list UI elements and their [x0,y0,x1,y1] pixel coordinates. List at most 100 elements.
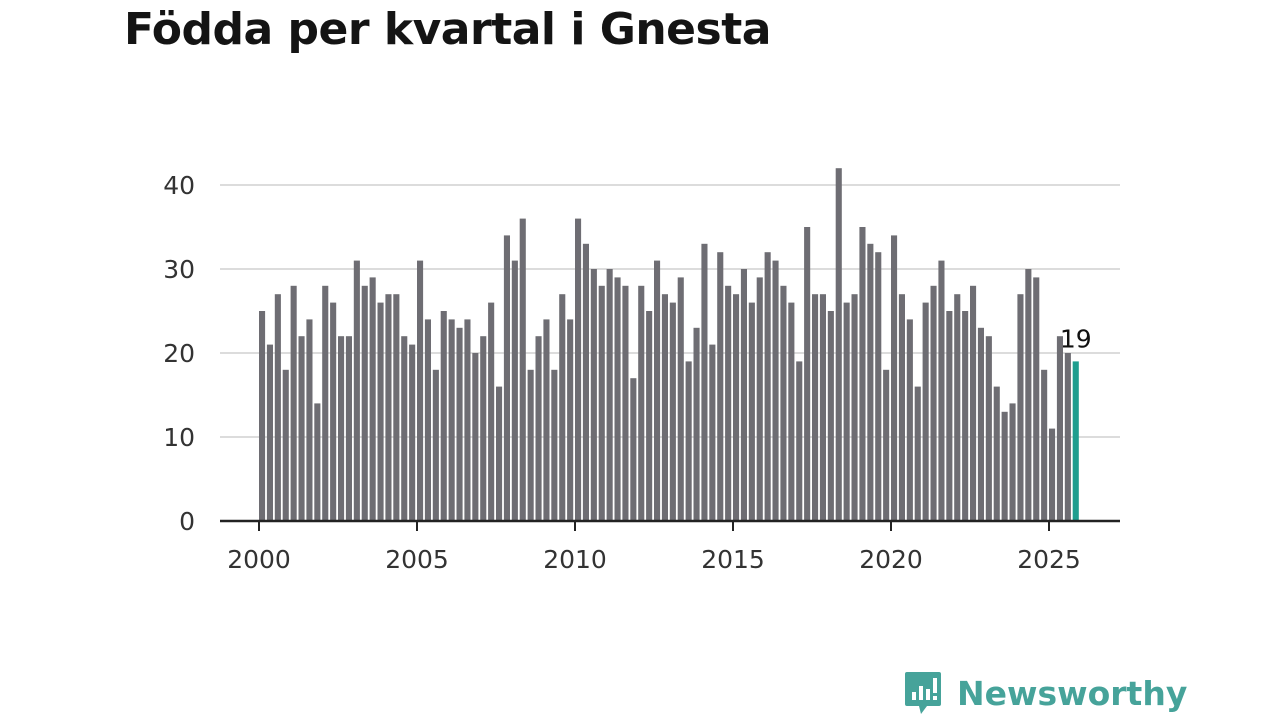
bar [1049,428,1056,521]
highlighted-bar [1072,361,1079,521]
bar [322,285,329,521]
bar [756,277,763,521]
bar [543,319,550,521]
bar [401,336,408,521]
bar [1064,353,1071,521]
bar [432,369,439,521]
bar [851,294,858,521]
bar [567,319,574,521]
brand-name: Newsworthy [957,673,1188,713]
bar [1056,336,1063,521]
bar [472,353,479,521]
x-tick-label: 2020 [859,545,923,574]
newsworthy-logo: Newsworthy [903,670,1187,716]
bar [1041,369,1048,521]
bar [353,260,360,521]
last-value-label: 19 [1060,324,1092,353]
bar [867,243,874,522]
bar [488,302,495,521]
bar [693,327,700,521]
bar [796,361,803,521]
bar [330,302,337,521]
bar [614,277,621,521]
bar [519,218,526,521]
bar [266,344,273,521]
bar [409,344,416,521]
bar [527,369,534,521]
newsworthy-logo-icon [905,672,941,714]
bar [859,227,866,521]
bar [922,302,929,521]
bar [654,260,661,521]
bar [630,378,637,521]
bar [717,252,724,521]
bar [788,302,795,521]
bar [298,336,305,521]
bar [748,302,755,521]
bar [575,218,582,521]
bar [685,361,692,521]
bar [661,294,668,521]
bar [1025,269,1032,521]
bar [906,319,913,521]
bar [938,260,945,521]
bar [740,269,747,521]
bar [772,260,779,521]
bar [764,252,771,521]
bar [1033,277,1040,521]
bar [582,243,589,522]
bar [551,369,558,521]
bar [1017,294,1024,521]
x-tick-label: 2010 [543,545,607,574]
bar [646,311,653,521]
bar [417,260,424,521]
bar [804,227,811,521]
y-tick-label: 10 [163,423,195,452]
bar [883,369,890,521]
bar [590,269,597,521]
bar [638,285,645,521]
bar [898,294,905,521]
y-tick-label: 30 [163,255,195,284]
bar [511,260,518,521]
y-tick-label: 0 [179,507,195,536]
bar [480,336,487,521]
y-tick-label: 20 [163,339,195,368]
bar [875,252,882,521]
bar [274,294,281,521]
bar [970,285,977,521]
bar [282,369,289,521]
bar [535,336,542,521]
bar [598,285,605,521]
bar [385,294,392,521]
x-tick-label: 2000 [227,545,291,574]
bar [819,294,826,521]
bar [891,235,898,521]
bar [843,302,850,521]
x-tick-label: 2005 [385,545,449,574]
bar [456,327,463,521]
bar [930,285,937,521]
bar [377,302,384,521]
bar [827,311,834,521]
bar [345,336,352,521]
chart-title: Födda per kvartal i Gnesta [124,4,771,55]
bar [977,327,984,521]
bar [622,285,629,521]
bar [993,386,1000,521]
bar [962,311,969,521]
bar [733,294,740,521]
bar [259,311,266,521]
bar [393,294,400,521]
y-tick-label: 40 [163,171,195,200]
bar [559,294,566,521]
bar [709,344,716,521]
bar [669,302,676,521]
bar [812,294,819,521]
bar [503,235,510,521]
bar [314,403,321,521]
bar [496,386,503,521]
bar [338,336,345,521]
bar [361,285,368,521]
